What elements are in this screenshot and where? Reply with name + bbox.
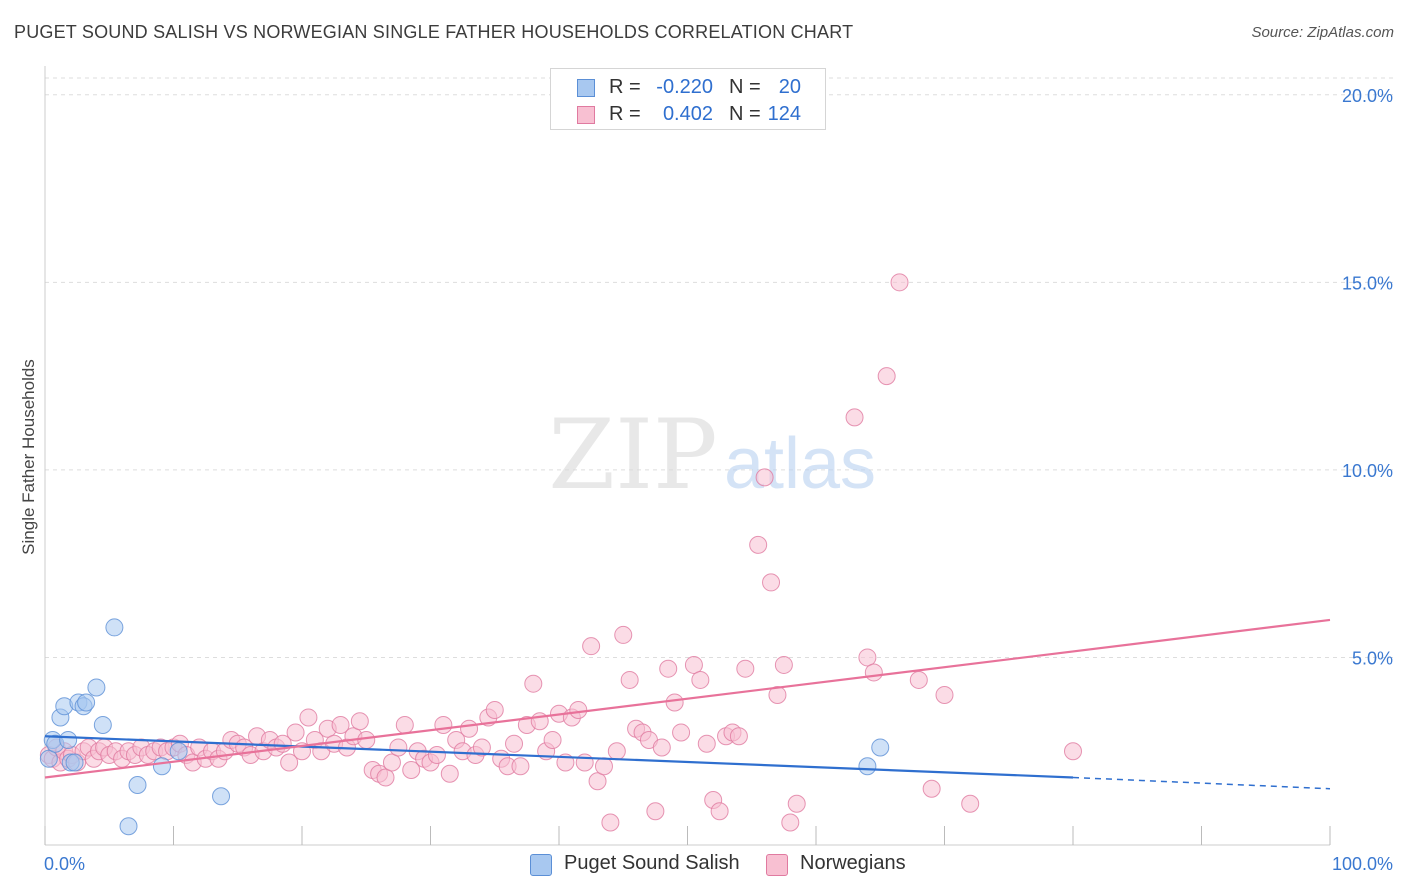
data-point [711, 803, 728, 820]
data-point [910, 671, 927, 688]
data-point [923, 780, 940, 797]
data-point [737, 660, 754, 677]
data-point [775, 656, 792, 673]
legend-row-salish: R = -0.220 N = 20 [551, 75, 825, 101]
correlation-legend: R = -0.220 N = 20 R = 0.402 N = 124 [550, 68, 826, 130]
data-point [763, 574, 780, 591]
data-point [589, 773, 606, 790]
data-point [666, 694, 683, 711]
data-point [936, 686, 953, 703]
data-point [358, 731, 375, 748]
trend-lines [45, 620, 1330, 789]
data-point [66, 754, 83, 771]
legend-label-salish: Puget Sound Salish [564, 852, 740, 875]
data-point [608, 743, 625, 760]
data-point [512, 758, 529, 775]
legend-label-norwegians: Norwegians [800, 852, 906, 875]
data-point [525, 675, 542, 692]
y-tick-label: 15.0% [1342, 273, 1393, 293]
data-point [878, 368, 895, 385]
data-point [153, 758, 170, 775]
watermark-atlas: atlas [724, 424, 876, 504]
y-tick-label: 10.0% [1342, 461, 1393, 481]
data-point [506, 735, 523, 752]
scatter-chart: ZIP atlas 5.0%10.0%15.0%20.0%0.0% 100.0% … [0, 0, 1406, 892]
data-point [692, 671, 709, 688]
grid-lines [45, 78, 1395, 657]
data-point [698, 735, 715, 752]
data-point [300, 709, 317, 726]
y-tick-label: 20.0% [1342, 86, 1393, 106]
data-point [544, 731, 561, 748]
data-point [88, 679, 105, 696]
data-point [351, 713, 368, 730]
data-point [461, 720, 478, 737]
n-label: N = [729, 103, 761, 126]
trend-line-extension [1073, 777, 1330, 788]
data-point [441, 765, 458, 782]
x-tick-label: 100.0% [1332, 854, 1393, 874]
y-tick-label: 5.0% [1352, 648, 1393, 668]
r-label: R = [609, 103, 641, 126]
data-point [1065, 743, 1082, 760]
data-point [891, 274, 908, 291]
data-point [570, 701, 587, 718]
data-point [583, 638, 600, 655]
data-point [486, 701, 503, 718]
data-point [756, 469, 773, 486]
data-point [602, 814, 619, 831]
data-point [106, 619, 123, 636]
data-point [170, 743, 187, 760]
n-value: 124 [761, 103, 801, 126]
data-point [788, 795, 805, 812]
data-point [962, 795, 979, 812]
r-value: 0.402 [643, 103, 713, 126]
data-point [865, 664, 882, 681]
data-point [213, 788, 230, 805]
data-point [846, 409, 863, 426]
data-point [621, 671, 638, 688]
legend-swatch-salish [577, 79, 595, 97]
data-point [872, 739, 889, 756]
data-point [383, 754, 400, 771]
data-point [435, 716, 452, 733]
data-point [377, 769, 394, 786]
data-point [859, 649, 876, 666]
legend-swatch-salish [530, 854, 552, 876]
data-point [129, 776, 146, 793]
x-tick-label: 0.0% [44, 854, 85, 874]
data-point [615, 626, 632, 643]
data-point [390, 739, 407, 756]
data-point [60, 731, 77, 748]
data-point [595, 758, 612, 775]
data-point [396, 716, 413, 733]
n-value: 20 [761, 76, 801, 99]
r-label: R = [609, 76, 641, 99]
data-point [78, 694, 95, 711]
legend-row-norwegians: R = 0.402 N = 124 [551, 102, 825, 128]
trend-line [45, 620, 1330, 778]
data-point [94, 716, 111, 733]
data-point [685, 656, 702, 673]
n-label: N = [729, 76, 761, 99]
data-point [120, 818, 137, 835]
data-point [287, 724, 304, 741]
r-value: -0.220 [643, 76, 713, 99]
data-point [673, 724, 690, 741]
data-point [647, 803, 664, 820]
data-point [750, 536, 767, 553]
data-point [576, 754, 593, 771]
data-point [730, 728, 747, 745]
data-point [859, 758, 876, 775]
y-axis-label: Single Father Households [19, 359, 38, 555]
data-point [40, 750, 57, 767]
data-points [40, 274, 1081, 835]
legend-swatch-norwegians [766, 854, 788, 876]
data-point [660, 660, 677, 677]
watermark-zip: ZIP [548, 399, 717, 511]
data-point [653, 739, 670, 756]
data-point [428, 746, 445, 763]
legend-swatch-norwegians [577, 106, 595, 124]
data-point [782, 814, 799, 831]
